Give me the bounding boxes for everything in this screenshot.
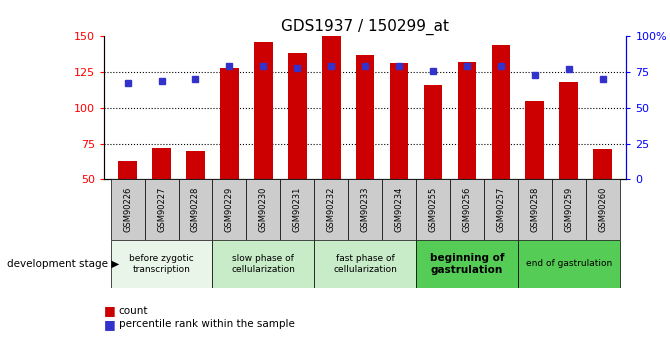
Bar xyxy=(525,101,544,179)
Bar xyxy=(152,148,171,179)
Text: GSM90260: GSM90260 xyxy=(598,187,607,232)
Bar xyxy=(178,179,212,240)
Text: slow phase of
cellularization: slow phase of cellularization xyxy=(231,254,295,274)
Bar xyxy=(348,179,382,240)
Bar xyxy=(594,149,612,179)
Bar xyxy=(212,179,247,240)
Text: fast phase of
cellularization: fast phase of cellularization xyxy=(333,254,397,274)
Bar xyxy=(247,179,280,240)
Bar xyxy=(111,179,145,240)
Bar xyxy=(450,179,484,240)
Text: ■: ■ xyxy=(104,318,116,331)
Bar xyxy=(119,161,137,179)
Text: GSM90231: GSM90231 xyxy=(293,187,302,232)
Bar xyxy=(382,179,416,240)
Bar xyxy=(145,179,178,240)
Bar xyxy=(288,53,307,179)
Text: GSM90256: GSM90256 xyxy=(462,187,472,232)
Bar xyxy=(111,240,212,288)
Text: percentile rank within the sample: percentile rank within the sample xyxy=(119,319,294,329)
Text: GSM90226: GSM90226 xyxy=(123,187,132,232)
Bar xyxy=(416,240,518,288)
Bar xyxy=(458,62,476,179)
Text: GSM90255: GSM90255 xyxy=(429,187,438,232)
Text: GSM90229: GSM90229 xyxy=(225,187,234,232)
Text: GSM90257: GSM90257 xyxy=(496,187,505,232)
Bar xyxy=(254,42,273,179)
Text: GSM90259: GSM90259 xyxy=(564,187,574,232)
Bar xyxy=(322,36,340,179)
Text: before zygotic
transcription: before zygotic transcription xyxy=(129,254,194,274)
Text: development stage ▶: development stage ▶ xyxy=(7,259,119,269)
Bar xyxy=(390,63,409,179)
Bar xyxy=(186,151,205,179)
Bar xyxy=(552,179,586,240)
Bar xyxy=(484,179,518,240)
Bar xyxy=(314,240,416,288)
Text: ■: ■ xyxy=(104,304,116,317)
Bar xyxy=(559,82,578,179)
Text: GSM90258: GSM90258 xyxy=(531,187,539,232)
Text: GSM90228: GSM90228 xyxy=(191,187,200,232)
Bar xyxy=(220,68,239,179)
Text: GSM90234: GSM90234 xyxy=(395,187,403,232)
Bar xyxy=(518,179,552,240)
Bar xyxy=(416,179,450,240)
Text: GSM90227: GSM90227 xyxy=(157,187,166,232)
Text: GSM90232: GSM90232 xyxy=(327,187,336,232)
Bar xyxy=(212,240,314,288)
Bar xyxy=(518,240,620,288)
Bar xyxy=(314,179,348,240)
Bar xyxy=(423,85,442,179)
Text: count: count xyxy=(119,306,148,315)
Text: GSM90233: GSM90233 xyxy=(360,187,370,232)
Text: beginning of
gastrulation: beginning of gastrulation xyxy=(429,253,505,275)
Bar xyxy=(586,179,620,240)
Bar xyxy=(492,45,511,179)
Bar xyxy=(356,55,375,179)
Title: GDS1937 / 150299_at: GDS1937 / 150299_at xyxy=(281,19,449,35)
Text: end of gastrulation: end of gastrulation xyxy=(526,259,612,268)
Bar xyxy=(280,179,314,240)
Text: GSM90230: GSM90230 xyxy=(259,187,268,232)
